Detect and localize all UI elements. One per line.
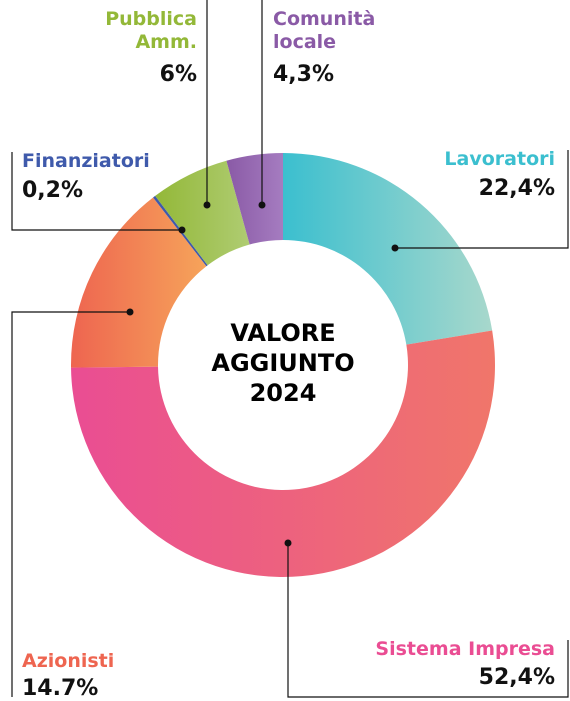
legend-label: Sistema Impresa bbox=[375, 638, 555, 660]
leader-dot bbox=[284, 539, 292, 547]
leader-line bbox=[395, 150, 569, 249]
legend-label: Finanziatori bbox=[22, 150, 150, 172]
slice bbox=[283, 153, 493, 345]
slice bbox=[226, 153, 283, 245]
value-label: 14.7% bbox=[22, 676, 99, 701]
legend-label: Comunità locale bbox=[273, 8, 376, 53]
leader-line bbox=[11, 311, 130, 697]
slice bbox=[155, 160, 250, 266]
value-label: 52,4% bbox=[478, 665, 555, 690]
center-title-line: VALORE bbox=[230, 319, 336, 347]
leader-dot bbox=[258, 201, 266, 209]
value-label: 4,3% bbox=[273, 62, 335, 87]
leader-line bbox=[11, 152, 182, 231]
value-label: 6% bbox=[159, 62, 197, 87]
leader-line bbox=[287, 543, 569, 698]
slice bbox=[71, 330, 496, 578]
value-label: 0,2% bbox=[22, 178, 84, 203]
slice bbox=[71, 197, 207, 368]
legend-label: Lavoratori bbox=[444, 148, 555, 170]
legend-label: Pubblica Amm. bbox=[105, 8, 197, 53]
leader-dot bbox=[391, 244, 399, 252]
leader-dot bbox=[203, 201, 211, 209]
leader-dot bbox=[178, 226, 186, 234]
center-title-line: 2024 bbox=[249, 379, 317, 407]
center-title: VALORE AGGIUNTO 2024 bbox=[183, 318, 383, 408]
legend-label: Azionisti bbox=[22, 650, 115, 672]
center-title-line: AGGIUNTO bbox=[211, 349, 355, 377]
value-label: 22,4% bbox=[478, 176, 555, 201]
leader-dot bbox=[126, 308, 134, 316]
